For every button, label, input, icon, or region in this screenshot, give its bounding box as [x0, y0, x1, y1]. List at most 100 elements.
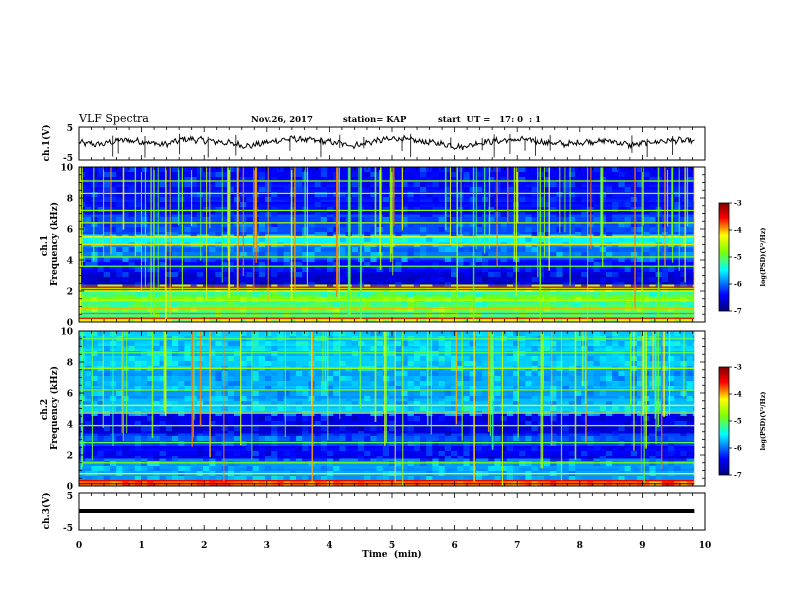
spectrogram-cell: [320, 267, 327, 272]
spectrogram-cell: [215, 297, 222, 302]
spectrogram-cell: [203, 252, 210, 257]
spectrogram-cell: [550, 187, 557, 192]
spectrogram-cell: [494, 476, 501, 481]
spectrogram-cell: [426, 381, 433, 386]
spectrogram-cell: [444, 446, 451, 451]
spectrogram-cell: [500, 436, 507, 441]
spectrogram-cell: [128, 212, 135, 217]
spectrogram-cell: [519, 346, 526, 351]
spectrogram-cell: [252, 426, 259, 431]
spectrogram-cell: [283, 282, 290, 287]
spectrogram-cell: [314, 247, 321, 252]
spectrogram-cell: [494, 386, 501, 391]
spectrogram-cell: [190, 222, 197, 227]
spectrogram-cell: [283, 292, 290, 297]
spectrogram-cell: [258, 436, 265, 441]
spectrogram-cell: [122, 341, 129, 346]
spectrogram-cell: [196, 272, 203, 277]
spectrogram-band: [79, 456, 695, 459]
spectrogram-cell: [382, 446, 389, 451]
spectrogram-cell: [488, 177, 495, 182]
figure-title: VLF Spectra: [78, 112, 149, 125]
spectrogram-cell: [159, 262, 166, 267]
spectrogram-cell: [116, 416, 123, 421]
spectrogram-cell: [246, 446, 253, 451]
spectrogram-cell: [97, 456, 104, 461]
spectrogram-cell: [172, 307, 179, 312]
spectrogram-cell: [649, 197, 656, 202]
spectrogram-streak: [501, 331, 504, 486]
spectrogram-cell: [469, 207, 476, 212]
spectrogram-cell: [457, 207, 464, 212]
spectrogram-cell: [612, 207, 619, 212]
spectrogram-cell: [209, 331, 216, 336]
spectrogram-cell: [252, 341, 259, 346]
spectrogram-cell: [643, 267, 650, 272]
spectrogram-cell: [674, 282, 681, 287]
spectrogram-cell: [339, 307, 346, 312]
spectrogram-cell: [500, 381, 507, 386]
spectrogram-line: [79, 192, 695, 195]
spectrogram-cell: [308, 252, 315, 257]
spectrogram-cell: [494, 421, 501, 426]
spectrogram-cell: [153, 302, 160, 307]
spectrogram-cell: [184, 207, 191, 212]
spectrogram-cell: [395, 282, 402, 287]
spectrogram-cell: [438, 461, 445, 466]
spectrogram-cell: [234, 376, 241, 381]
spectrogram-cell: [314, 202, 321, 207]
spectrogram-cell: [376, 341, 383, 346]
spectrogram-cell: [110, 461, 117, 466]
spectrogram-cell: [85, 312, 92, 317]
spectrogram-cell: [500, 476, 507, 481]
spectrogram-cell: [389, 461, 396, 466]
spectrogram-streak: [140, 167, 143, 291]
spectrogram-cell: [643, 207, 650, 212]
spectrogram-cell: [612, 381, 619, 386]
colorbar-tick-label: -6: [734, 444, 742, 453]
spectrogram-cell: [339, 376, 346, 381]
spectrogram-cell: [513, 356, 520, 361]
spectrogram-cell: [128, 282, 135, 287]
spectrogram-cell: [649, 297, 656, 302]
spectrogram-cell: [246, 272, 253, 277]
spectrogram-cell: [469, 312, 476, 317]
spectrogram-cell: [308, 222, 315, 227]
spectrogram-streak: [657, 167, 660, 318]
spectrogram-cell: [407, 381, 414, 386]
spectrogram-streak: [251, 331, 253, 460]
colorbar-1: -3-4-5-6-7 log(PSD)(V²/Hz): [718, 199, 767, 316]
spectrogram-cell: [85, 381, 92, 386]
spectrogram-streak: [153, 167, 155, 316]
spectrogram-cell: [413, 207, 420, 212]
spectrogram-cell: [475, 187, 482, 192]
spectrogram-cell: [661, 376, 668, 381]
spectrogram-cell: [587, 346, 594, 351]
spectrogram-cell: [686, 312, 693, 317]
spectrogram-cell: [172, 431, 179, 436]
spectrogram-cell: [184, 461, 191, 466]
spectrogram-cell: [345, 341, 352, 346]
spectrogram-cell: [165, 212, 172, 217]
y-tick-label: 10: [60, 328, 73, 338]
spectrogram-cell: [289, 331, 296, 336]
spectrogram-cell: [612, 317, 619, 322]
spectrogram-cell: [413, 376, 420, 381]
spectrogram-cell: [575, 182, 582, 187]
spectrogram-cell: [190, 232, 197, 237]
spectrogram-cell: [637, 381, 644, 386]
spectrogram-cell: [475, 426, 482, 431]
spectrogram-cell: [500, 267, 507, 272]
spectrogram-cell: [624, 262, 631, 267]
spectrogram-cell: [680, 421, 687, 426]
spectrogram-cell: [308, 167, 315, 172]
spectrogram-cell: [463, 177, 470, 182]
spectrogram-cell: [209, 172, 216, 177]
spectrogram-band: [79, 294, 695, 298]
spectrogram-cell: [482, 331, 489, 336]
spectrogram-cell: [444, 431, 451, 436]
spectrogram-cell: [327, 282, 334, 287]
spectrogram-cell: [444, 396, 451, 401]
spectrogram-cell: [246, 217, 253, 222]
